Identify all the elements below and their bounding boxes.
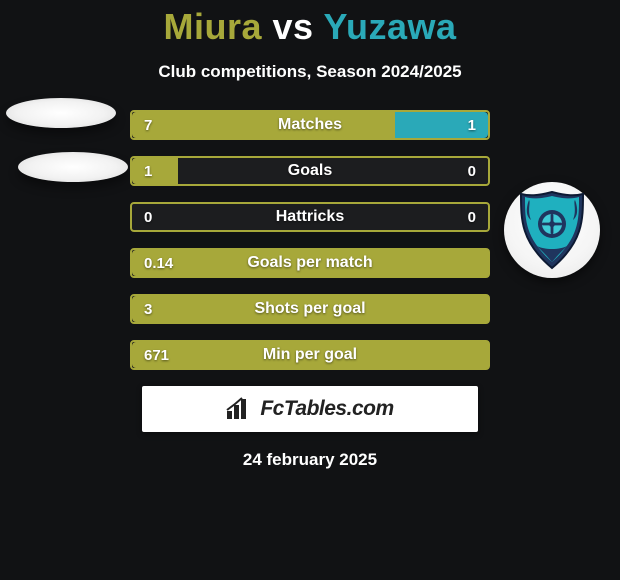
player1-name: Miura (164, 6, 263, 47)
date-text: 24 february 2025 (0, 450, 620, 470)
stat-left-value: 0 (144, 204, 152, 230)
stat-row: Hattricks0 0 (130, 202, 490, 232)
stat-right-value: 0 (468, 158, 476, 184)
left-team-placeholder-1 (6, 98, 116, 128)
stat-row: Goals1 0 (130, 156, 490, 186)
stat-row: Min per goal671 (130, 340, 490, 370)
crest-icon (517, 190, 587, 270)
stat-right-value: 0 (468, 204, 476, 230)
stat-row: Matches7 1 (130, 110, 490, 140)
comparison-stage: Matches71Goals10Hattricks00Goals per mat… (0, 110, 620, 370)
vs-word: vs (273, 6, 314, 47)
stat-label: Hattricks (132, 204, 488, 230)
stat-left-value: 1 (144, 158, 152, 184)
subtitle: Club competitions, Season 2024/2025 (0, 62, 620, 82)
badge-tld: .com (347, 397, 394, 420)
left-team-placeholder-2 (18, 152, 128, 182)
right-team-crest (504, 182, 600, 278)
stat-label: Shots per goal (132, 296, 488, 322)
stat-left-value: 7 (144, 112, 152, 138)
source-badge: FcTables.com (142, 386, 478, 432)
stat-rows: Matches71Goals10Hattricks00Goals per mat… (130, 110, 490, 370)
stat-label: Min per goal (132, 342, 488, 368)
stat-label: Matches (132, 112, 488, 138)
stat-left-value: 0.14 (144, 250, 173, 276)
stat-label: Goals per match (132, 250, 488, 276)
stat-right-value: 1 (468, 112, 476, 138)
bars-icon (226, 397, 252, 421)
stat-left-value: 3 (144, 296, 152, 322)
stat-label: Goals (132, 158, 488, 184)
player2-name: Yuzawa (323, 6, 456, 47)
stat-left-value: 671 (144, 342, 169, 368)
comparison-title: Miura vs Yuzawa (0, 0, 620, 48)
stat-row: Goals per match0.14 (130, 248, 490, 278)
stat-row: Shots per goal3 (130, 294, 490, 324)
badge-text: FcTables.com (260, 397, 393, 421)
badge-site: FcTables (260, 397, 346, 420)
